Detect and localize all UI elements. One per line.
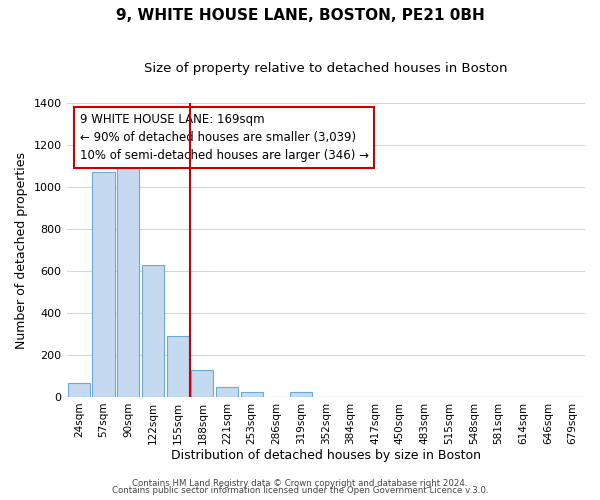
Bar <box>216 387 238 397</box>
Bar <box>68 384 90 397</box>
Text: Contains public sector information licensed under the Open Government Licence v.: Contains public sector information licen… <box>112 486 488 495</box>
Y-axis label: Number of detached properties: Number of detached properties <box>15 152 28 348</box>
Text: Contains HM Land Registry data © Crown copyright and database right 2024.: Contains HM Land Registry data © Crown c… <box>132 478 468 488</box>
Text: 9, WHITE HOUSE LANE, BOSTON, PE21 0BH: 9, WHITE HOUSE LANE, BOSTON, PE21 0BH <box>116 8 484 22</box>
Bar <box>241 392 263 397</box>
Bar <box>117 154 139 397</box>
Text: 9 WHITE HOUSE LANE: 169sqm
← 90% of detached houses are smaller (3,039)
10% of s: 9 WHITE HOUSE LANE: 169sqm ← 90% of deta… <box>80 114 368 162</box>
X-axis label: Distribution of detached houses by size in Boston: Distribution of detached houses by size … <box>171 450 481 462</box>
Bar <box>191 370 214 397</box>
Bar <box>290 392 312 397</box>
Bar <box>92 172 115 397</box>
Bar <box>142 264 164 397</box>
Title: Size of property relative to detached houses in Boston: Size of property relative to detached ho… <box>144 62 508 76</box>
Bar <box>167 336 189 397</box>
